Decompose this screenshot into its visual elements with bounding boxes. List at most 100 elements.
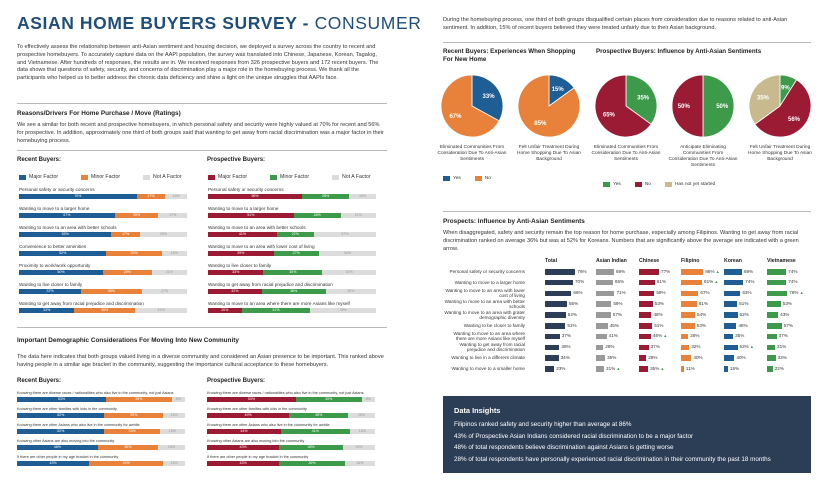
bar-segment: 43% xyxy=(17,460,90,466)
bar-segment: 41% xyxy=(280,428,350,434)
cell-value: 53% xyxy=(654,300,664,306)
stacked-bar-row: Knowing there are diverse races / nation… xyxy=(207,391,375,402)
row-label: Wanting to live in a different climate xyxy=(451,355,525,361)
bar-segment: 34% xyxy=(318,250,376,256)
cell-value: 31% ▲ xyxy=(606,365,621,371)
pie-label: 35% xyxy=(757,95,770,101)
column-header: Vietnamese xyxy=(767,258,796,264)
table-cell: 61% xyxy=(639,279,666,286)
pie-slice xyxy=(440,74,500,138)
bar-label: Knowing there are other Asians who also … xyxy=(17,423,140,427)
cell-value: 37% xyxy=(778,333,788,339)
table-cell: 54% xyxy=(681,312,706,318)
pie-label: 9% xyxy=(781,86,790,92)
table-cell: 37% xyxy=(545,333,571,340)
bar-segment: 27% xyxy=(141,288,187,294)
legend-item: Minor Factor xyxy=(81,174,143,180)
cell-value: 51% xyxy=(739,300,749,306)
table-cell: 43% xyxy=(767,312,789,318)
cell-bar xyxy=(596,269,614,275)
bar-segment: 33% xyxy=(106,250,162,256)
bar-segment: 53% xyxy=(207,396,297,402)
table-cell: 77% xyxy=(639,269,670,275)
stacked-bar-row: Wanting to move to an area where there a… xyxy=(208,301,376,313)
pie-label: 67% xyxy=(449,114,462,120)
cell-value: 52% xyxy=(739,311,749,317)
stacked-bar-row: Wanting to get away from racial prejudic… xyxy=(19,301,187,313)
table-cell: 15% xyxy=(724,366,739,372)
bar-segment: 21% xyxy=(151,269,187,275)
cell-bar xyxy=(639,290,655,297)
data-insights-panel: Data Insights Filipinos ranked safety an… xyxy=(443,396,811,473)
cell-value: 70% xyxy=(575,279,585,285)
table-cell: 33% xyxy=(767,355,787,361)
cell-bar xyxy=(596,290,615,297)
cell-value: 63% xyxy=(742,290,752,296)
stacked-bar-row: Knowing there are other Asians who also … xyxy=(17,423,185,434)
bar-segment: 44% xyxy=(207,428,281,434)
prospective-legend: Major Factor Minor Factor Not A Factor xyxy=(208,174,394,180)
insight-line: 28% of total respondents have personally… xyxy=(454,455,771,463)
pie-slice xyxy=(754,79,812,138)
cell-value: 28% xyxy=(690,333,700,339)
bar-label: Wanting to move to a larger home xyxy=(208,206,279,211)
recent-pie-1-caption: Eliminated Communities From Consideratio… xyxy=(437,145,507,162)
row-label: Wanting to move to a smaller home xyxy=(451,366,525,372)
cell-value: 41% xyxy=(608,333,618,339)
cell-bar xyxy=(767,269,787,275)
table-cell: 70% xyxy=(545,279,584,286)
table-cell: 53% xyxy=(767,301,792,307)
bar-segment: 28% xyxy=(139,231,187,237)
cell-value: 43% xyxy=(780,311,790,317)
cell-bar xyxy=(767,355,776,361)
bar-segment: 8% xyxy=(171,396,185,402)
cell-bar xyxy=(545,290,572,297)
prospects-paragraph: When disaggregated, safety and security … xyxy=(443,230,799,252)
cell-bar xyxy=(639,301,653,307)
table-cell: 67% xyxy=(681,290,710,297)
bar-label: Knowing other Asians are also moving int… xyxy=(207,439,305,443)
cell-bar xyxy=(545,269,576,275)
up-arrow-icon: ▲ xyxy=(662,333,668,339)
cell-bar xyxy=(681,355,692,361)
pie-slice xyxy=(471,74,504,122)
stacked-bar-row: Knowing there are other families with ki… xyxy=(207,407,375,418)
pie-label: 50% xyxy=(678,104,691,110)
cell-value: 28% xyxy=(605,344,615,350)
prospects-heading: Prospects: Influence by Anti-Asian Senti… xyxy=(443,218,585,225)
table-cell: 35% xyxy=(724,333,744,340)
up-arrow-icon: ▲ xyxy=(659,365,665,371)
cell-value: 34% xyxy=(560,354,570,360)
pie-slice xyxy=(517,74,581,138)
cell-bar xyxy=(639,279,655,286)
cell-bar xyxy=(596,333,607,340)
cell-bar xyxy=(639,344,649,351)
table-cell: 40% xyxy=(681,355,703,361)
cell-bar xyxy=(724,355,735,361)
cell-value: 69% xyxy=(615,268,626,274)
legend-item: Major Factor xyxy=(208,174,270,180)
cell-value: 77% xyxy=(661,268,671,274)
bar-segment: 39% xyxy=(106,396,172,402)
pie-label: 56% xyxy=(788,117,801,123)
table-cell: 66% xyxy=(545,290,583,297)
bar-label: Wanting to live closer to family xyxy=(208,263,272,268)
bar-segment: 35% xyxy=(289,412,349,418)
bar-segment: 18% xyxy=(344,460,375,466)
pie-label: 33% xyxy=(483,94,496,100)
stacked-bar-row: Wanting to move to an area with lower co… xyxy=(208,244,376,256)
bar-segment: 13% xyxy=(165,193,187,199)
bar-segment: 36% xyxy=(81,288,142,294)
table-cell: 46% ▲ xyxy=(639,333,667,340)
prospective-pie-1-caption: Eliminated Communities From Consideratio… xyxy=(591,145,661,162)
table-cell: 74% xyxy=(767,279,797,286)
cell-bar xyxy=(596,355,606,361)
stacked-bar-row: Knowing there are other Asians who also … xyxy=(207,423,375,434)
recent-pie-legend: Yes No xyxy=(443,176,491,181)
bar-segment: 21% xyxy=(340,212,376,218)
cell-bar xyxy=(767,290,788,297)
insight-line: Filipinos ranked safety and security hig… xyxy=(454,421,632,428)
cell-bar xyxy=(596,366,605,372)
table-cell: 31% ▲ xyxy=(596,366,620,372)
cell-bar xyxy=(596,279,613,286)
